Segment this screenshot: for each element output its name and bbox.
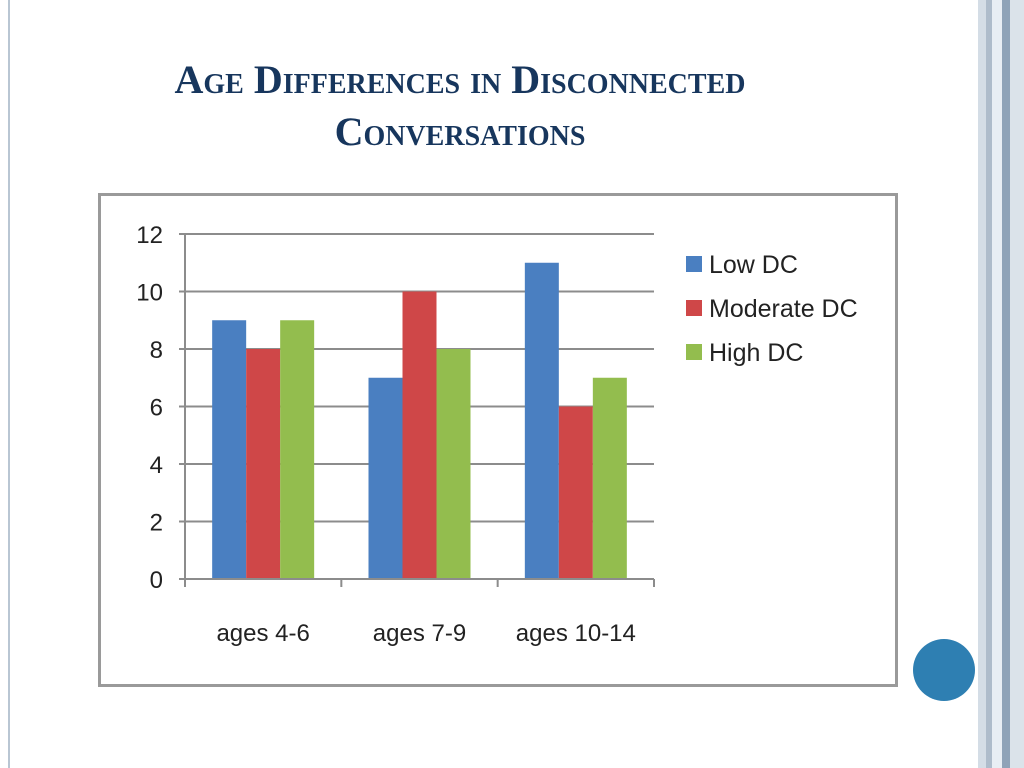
slide-title: Age Differences in Disconnected Conversa… [40,54,880,158]
x-tick-label: ages 7-9 [373,620,466,647]
x-tick-label: ages 4-6 [216,620,309,647]
y-tick-label: 4 [150,452,163,479]
y-tick-label: 2 [150,510,163,537]
decorative-circle [913,639,975,701]
legend-label: Moderate DC [709,295,858,323]
bar-low-dc [212,320,247,579]
y-tick-label: 0 [150,567,163,594]
y-tick-label: 8 [150,337,163,364]
legend-swatch [686,300,702,316]
bar-low-dc [368,377,403,579]
bar-moderate-dc [246,349,281,579]
chart-frame: 0 2 4 6 8 10 12 ages 4-6 ages 7-9 ages 10-14 Low D… [98,193,898,687]
legend-swatch [686,344,702,360]
x-tick-label: ages 10-14 [516,620,636,647]
legend-label: Low DC [709,251,798,279]
legend-swatch [686,256,702,272]
bar-low-dc [524,262,559,579]
bar-high-dc [592,377,627,579]
y-tick-label: 12 [136,222,163,249]
bar-chart: 0 2 4 6 8 10 12 ages 4-6 ages 7-9 ages 10-14 Low D… [136,222,858,647]
bar-moderate-dc [402,291,437,579]
slide-title-line-2: Conversations [334,109,586,154]
right-decorative-stripes [978,0,1024,768]
bar-high-dc [280,320,315,579]
slide-title-line-1: Age Differences in Disconnected [174,57,746,102]
bar-high-dc [436,349,471,579]
left-border-line [0,0,10,768]
y-tick-label: 10 [136,280,163,307]
y-tick-label: 6 [150,395,163,422]
bar-moderate-dc [558,406,593,579]
legend-label: High DC [709,339,803,367]
